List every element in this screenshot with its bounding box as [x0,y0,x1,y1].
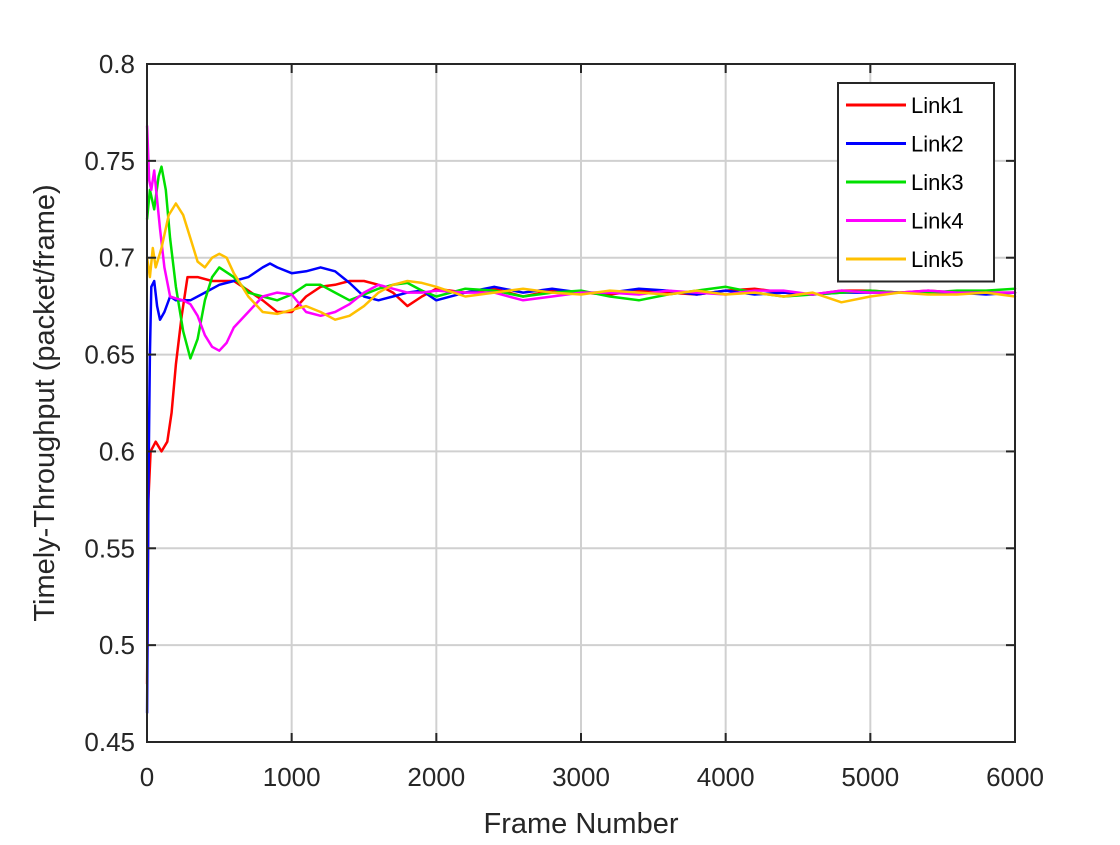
x-tick-label: 2000 [407,762,465,792]
x-tick-label: 4000 [697,762,755,792]
x-tick-label: 5000 [841,762,899,792]
legend: Link1 Link2 Link3 Link4 Link5 [837,82,995,283]
x-axis-title: Frame Number [484,808,679,840]
y-tick-label: 0.65 [84,340,135,370]
legend-label: Link1 [911,93,964,118]
legend-label: Link5 [911,247,964,272]
legend-label: Link2 [911,132,964,157]
y-tick-label: 0.45 [84,727,135,757]
x-tick-label: 3000 [552,762,610,792]
series-line-link4 [145,124,1017,352]
y-tick-label: 0.55 [84,533,135,563]
y-tick-label: 0.75 [84,146,135,176]
ticks: 0 1000 2000 3000 4000 5000 6000 0.45 0.5 0.55 0.6 0… [84,49,1044,792]
y-axis-title: Timely-Throughput (packet/frame) [29,184,61,621]
legend-label: Link4 [911,209,964,234]
y-tick-label: 0.6 [99,436,135,466]
x-tick-label: 0 [140,762,154,792]
legend-label: Link3 [911,170,964,195]
y-tick-label: 0.5 [99,630,135,660]
x-tick-label: 1000 [263,762,321,792]
y-tick-label: 0.8 [99,49,135,79]
y-tick-label: 0.7 [99,243,135,273]
x-tick-label: 6000 [986,762,1044,792]
series-group [145,124,1017,715]
series-line-link5 [145,202,1017,321]
